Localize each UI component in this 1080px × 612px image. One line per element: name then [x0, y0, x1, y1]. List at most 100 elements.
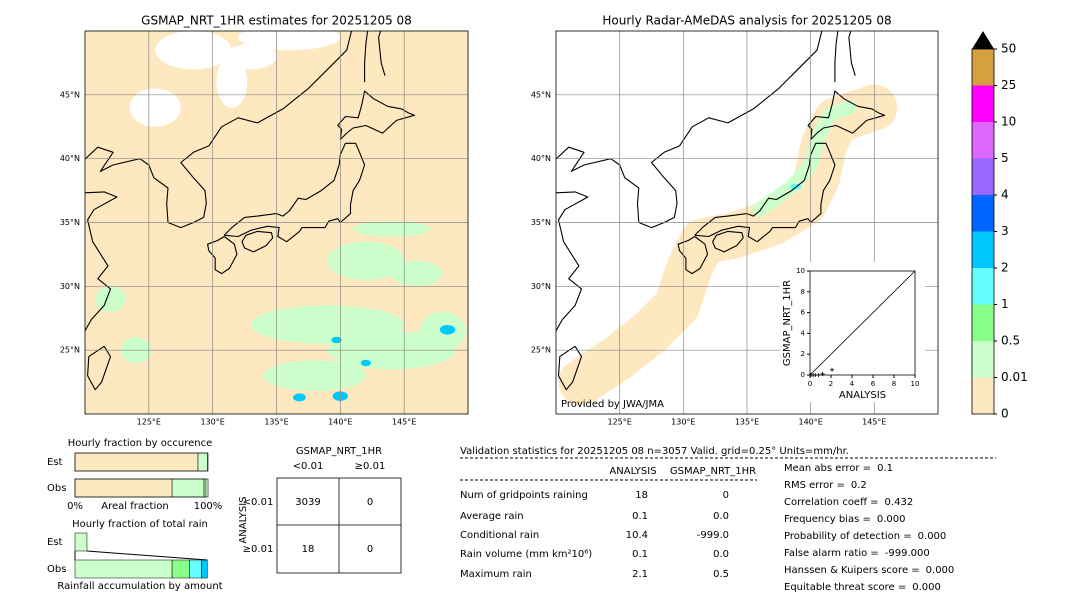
colorbar-label: 4 [1001, 188, 1009, 202]
y-tick-label: 45°N [60, 90, 80, 99]
x-tick-label: 140°E [328, 418, 352, 427]
table-title: GSMAP_NRT_1HR [296, 446, 382, 457]
stats-value: 0.0 [713, 549, 729, 560]
colorbar-label: 0.5 [1001, 334, 1020, 348]
fraction-segment [74, 452, 199, 472]
colorbar-label: 2 [1001, 261, 1009, 275]
score-label: Correlation coeff = [784, 497, 879, 508]
coastline [556, 31, 823, 229]
x-axis-label: ANALYSIS [839, 390, 886, 401]
y-tick-label: 40°N [60, 154, 80, 163]
inset-frame [809, 270, 916, 376]
link-line [86, 550, 208, 561]
score-value: 0.000 [918, 531, 947, 542]
stats-label: Maximum rain [460, 569, 532, 580]
stats-value: 0.0 [713, 511, 729, 522]
x-tick-label: 145°E [392, 418, 416, 427]
score-line: Frequency bias = 0.000 [784, 514, 906, 525]
colorbar-segment [972, 158, 994, 195]
score-label: Hanssen & Kuipers score = [784, 565, 920, 576]
colorbar-segment [972, 268, 994, 305]
rain-core [439, 324, 456, 335]
colorbar-label: 1 [1001, 297, 1009, 311]
x-axis-label: Areal fraction [101, 501, 168, 512]
coastline [207, 236, 238, 275]
x-tick-label: 125°E [608, 418, 632, 427]
fraction-segment [171, 559, 190, 579]
x-tick-label: 0 [808, 380, 812, 388]
stats-label: Average rain [460, 511, 524, 522]
stats-title: Validation statistics for 20251205 08 n=… [460, 446, 849, 457]
column-label: GSMAP_NRT_1HR [670, 466, 756, 477]
x-tick-label: 10 [911, 380, 920, 388]
score-line: RMS error = 0.2 [784, 480, 867, 491]
colorbar-label: 0 [1001, 407, 1009, 421]
stats-value: 0.5 [713, 569, 729, 580]
x-tick-label: 100% [194, 501, 223, 512]
panel-title: Hourly fraction by occurence [68, 438, 212, 449]
x-tick-label: 140°E [799, 418, 823, 427]
x-tick-label: 130°E [671, 418, 695, 427]
x-tick-label: 8 [892, 380, 896, 388]
x-tick-label: 125°E [137, 418, 161, 427]
no-data-area [129, 88, 181, 127]
score-label: False alarm ratio = [784, 548, 879, 559]
coastline [223, 142, 366, 243]
x-tick-label: 130°E [201, 418, 225, 427]
radar-rain [752, 100, 856, 217]
score-line: Probability of detection = 0.000 [784, 531, 946, 542]
table-cell: 0 [367, 497, 373, 508]
coastline [556, 191, 589, 332]
colorbar-label: 3 [1001, 224, 1009, 238]
y-tick-label: 30°N [531, 282, 551, 291]
row-label: Est [47, 537, 63, 548]
colorbar-segment [972, 231, 994, 268]
rain-core [331, 336, 342, 344]
table-cell: 18 [302, 544, 315, 555]
stats-label: Rain volume (mm km²10⁶) [460, 549, 592, 560]
row-title: ANALYSIS [238, 496, 249, 543]
scatter-point [830, 367, 835, 372]
y-tick-label: 6 [801, 309, 806, 317]
score-label: Equitable threat score = [784, 582, 906, 593]
y-tick-label: 25°N [60, 346, 80, 355]
x-tick-label: 0% [67, 501, 83, 512]
y-axis-label: GSMAP_NRT_1HR [782, 280, 793, 366]
stats-label: Conditional rain [460, 530, 539, 541]
x-tick-label: 145°E [862, 418, 886, 427]
row-label: Obs [47, 564, 66, 575]
score-label: Mean abs error = [784, 463, 871, 474]
diagonal [809, 270, 916, 376]
stats-value: 2.1 [632, 569, 648, 580]
rain-area [327, 241, 405, 280]
column-label: ≥0.01 [355, 461, 386, 472]
coastline [834, 31, 839, 83]
map-frame [555, 30, 939, 415]
y-tick-label: 45°N [531, 90, 551, 99]
colorbar-segment [972, 122, 994, 159]
bar-frame [74, 478, 209, 498]
no-data-area [238, 31, 341, 51]
fraction-segment [189, 559, 202, 579]
x-tick-label: 6 [871, 380, 876, 388]
row-label: ≥0.01 [243, 544, 274, 555]
x-tick-label: 4 [850, 380, 855, 388]
stats-value: 0.1 [632, 549, 648, 560]
colorbar-segment [972, 377, 994, 414]
colorbar-extension [972, 31, 994, 49]
coastline [694, 142, 836, 243]
coastline [87, 345, 112, 391]
y-tick-label: 25°N [531, 346, 551, 355]
no-data-area [216, 56, 248, 108]
y-tick-label: 35°N [60, 218, 80, 227]
score-label: Probability of detection = [784, 531, 912, 542]
fraction-segment [74, 559, 173, 579]
stats-value: 0 [723, 490, 729, 501]
x-axis-label: Rainfall accumulation by amount [57, 581, 222, 592]
stats-value: 18 [635, 490, 648, 501]
coastline [364, 31, 369, 83]
score-value: 0.432 [885, 497, 914, 508]
row-label: <0.01 [243, 497, 274, 508]
x-tick-label: 2 [829, 380, 833, 388]
